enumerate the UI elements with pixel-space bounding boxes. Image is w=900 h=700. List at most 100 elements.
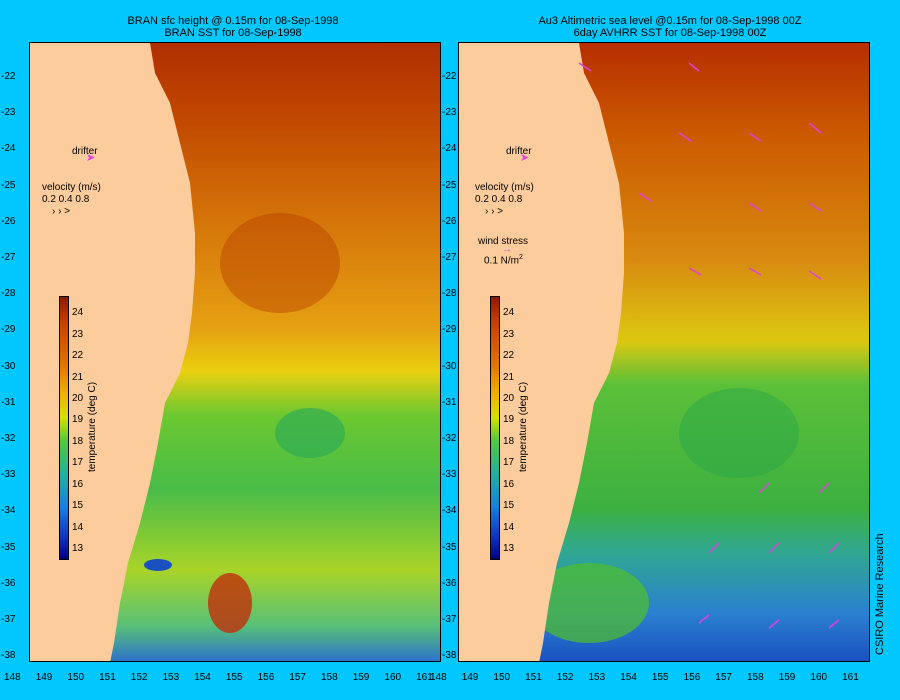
warm-eddy xyxy=(220,213,340,313)
colorbar-tick-label: 21 xyxy=(72,371,84,383)
right-map-panel xyxy=(458,42,870,662)
lat-tick-label: -33 xyxy=(442,469,457,481)
colorbar-tick-label: 23 xyxy=(72,328,84,340)
colorbar-tick-label: 15 xyxy=(72,500,84,512)
colorbar-tick-label: 17 xyxy=(503,457,515,469)
lon-tick-label: 157 xyxy=(715,672,732,683)
lat-tick-label: -34 xyxy=(1,505,16,517)
lon-tick-label: 161 xyxy=(842,672,859,683)
colorbar-tick-label: 24 xyxy=(72,307,84,319)
lat-tick-label: -35 xyxy=(1,541,16,553)
lat-tick-label: -32 xyxy=(1,433,16,444)
wind-stress-label: wind stress xyxy=(478,236,529,247)
lat-tick-label: -36 xyxy=(442,577,457,589)
colorbar-tick-label: 20 xyxy=(503,393,515,405)
lat-tick-label: -22 xyxy=(1,71,16,82)
lon-tick-label: 159 xyxy=(352,672,370,683)
left-title-line2: BRAN SST for 08-Sep-1998 xyxy=(164,27,302,39)
right-drifter-marker: ➤ xyxy=(520,152,530,164)
lon-tick-label: 157 xyxy=(289,672,306,683)
lat-tick-label: -38 xyxy=(442,650,457,662)
lon-tick-label: 152 xyxy=(130,672,148,683)
lon-tick-label: 155 xyxy=(225,672,243,683)
lon-tick-label: 159 xyxy=(778,672,796,683)
cool-eddy xyxy=(275,408,345,458)
lon-tick-label: 154 xyxy=(194,672,211,683)
colorbar-tick-label: 18 xyxy=(503,435,515,447)
lon-tick-label: 155 xyxy=(651,672,669,683)
colorbar-tick-label: 21 xyxy=(503,371,515,383)
cool-eddy xyxy=(529,563,649,643)
lat-tick-label: -24 xyxy=(1,143,16,155)
left-colorbar xyxy=(59,296,69,560)
lon-tick-label: 148 xyxy=(430,672,447,683)
lon-tick-label: 160 xyxy=(810,672,828,683)
colorbar-tick-label: 17 xyxy=(72,457,84,469)
lon-tick-label: 158 xyxy=(321,672,338,683)
cool-eddy xyxy=(679,388,799,478)
lon-tick-label: 153 xyxy=(162,672,180,683)
lat-tick-label: -29 xyxy=(442,324,457,336)
lat-tick-label: -32 xyxy=(442,433,457,444)
colorbar-tick-label: 22 xyxy=(72,350,84,362)
left-title-line1: BRAN sfc height @ 0.15m for 08-Sep-1998 xyxy=(127,15,339,27)
colorbar-tick-label: 19 xyxy=(72,414,84,426)
colorbar-tick-label: 22 xyxy=(503,350,515,362)
lat-tick-label: -28 xyxy=(1,288,16,300)
lat-tick-label: -35 xyxy=(442,541,457,553)
lat-tick-label: -34 xyxy=(442,505,457,517)
wind-stress-arrow: → xyxy=(502,244,512,255)
lon-tick-label: 149 xyxy=(35,672,53,683)
land-mass xyxy=(30,43,195,661)
lon-tick-label: 151 xyxy=(525,672,542,683)
lat-tick-label: -37 xyxy=(1,614,16,625)
velocity-arrows xyxy=(578,62,840,629)
right-velocity-arrows-key: › › > xyxy=(485,206,504,217)
right-drifter-label: drifter xyxy=(506,146,532,157)
right-colorbar xyxy=(490,296,500,560)
lat-tick-label: -26 xyxy=(442,215,457,227)
lon-tick-label: 153 xyxy=(588,672,606,683)
lat-tick-label: -31 xyxy=(442,396,457,408)
lon-tick-label: 149 xyxy=(461,672,479,683)
lat-tick-label: -27 xyxy=(442,252,457,263)
lon-tick-label: 156 xyxy=(257,672,275,683)
lon-tick-label: 160 xyxy=(384,672,402,683)
lat-tick-label: -36 xyxy=(1,577,16,589)
lon-tick-label: 151 xyxy=(99,672,116,683)
right-map-svg xyxy=(459,43,869,661)
lat-tick-label: -38 xyxy=(1,650,16,662)
left-map-panel xyxy=(29,42,441,662)
lat-tick-label: -28 xyxy=(442,288,457,300)
right-colorbar-label: temperature (deg C) xyxy=(518,381,529,472)
left-velocity-label: velocity (m/s) xyxy=(42,182,101,193)
lat-tick-label: -31 xyxy=(1,396,16,408)
lat-tick-label: -30 xyxy=(442,360,457,372)
lat-tick-label: -25 xyxy=(442,179,457,191)
lon-tick-label: 161 xyxy=(416,672,433,683)
colorbar-tick-label: 24 xyxy=(503,307,515,319)
lat-tick-label: -24 xyxy=(442,143,457,155)
lat-tick-label: -33 xyxy=(1,469,16,481)
left-colorbar-label: temperature (deg C) xyxy=(87,381,98,472)
cold-core xyxy=(144,559,172,571)
lat-tick-label: -23 xyxy=(442,107,457,119)
lon-tick-label: 154 xyxy=(620,672,637,683)
colorbar-tick-label: 23 xyxy=(503,328,515,340)
lon-tick-label: 152 xyxy=(556,672,574,683)
lat-tick-label: -27 xyxy=(1,252,16,263)
lon-tick-label: 150 xyxy=(67,672,85,683)
colorbar-tick-label: 14 xyxy=(72,521,84,533)
lat-tick-label: -26 xyxy=(1,215,16,227)
lat-tick-label: -37 xyxy=(442,614,457,625)
colorbar-tick-label: 13 xyxy=(503,543,515,555)
lat-tick-label: -23 xyxy=(1,107,16,119)
colorbar-tick-label: 18 xyxy=(72,435,84,447)
lon-tick-label: 150 xyxy=(493,672,511,683)
lon-tick-label: 148 xyxy=(4,672,21,683)
lat-tick-label: -29 xyxy=(1,324,16,336)
colorbar-tick-label: 20 xyxy=(72,393,84,405)
warm-eddy xyxy=(208,573,252,633)
left-velocity-scale: 0.2 0.4 0.8 xyxy=(42,194,90,205)
left-drifter-marker: ➤ xyxy=(86,152,96,164)
